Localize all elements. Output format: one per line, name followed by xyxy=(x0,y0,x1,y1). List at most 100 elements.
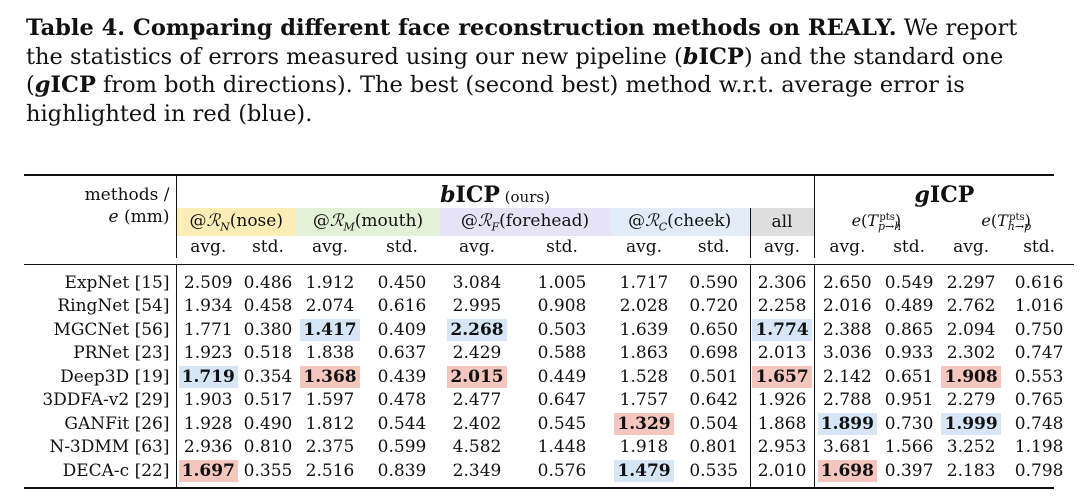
table-cell: 0.355 xyxy=(240,459,296,487)
cell-value: 2.936 xyxy=(183,437,233,458)
table-cell: 2.995 xyxy=(440,295,514,319)
cell-value: 1.912 xyxy=(305,272,355,293)
table-cell: 0.354 xyxy=(240,365,296,389)
table-cell: 1.934 xyxy=(175,294,240,318)
col-std-header: std. xyxy=(546,237,578,257)
cell-value: 1.719 xyxy=(178,365,238,388)
table-cell: 2.297 xyxy=(938,265,1004,295)
cell-value: 0.839 xyxy=(377,460,427,481)
cell-value: 1.005 xyxy=(537,272,587,293)
table-cell: 0.865 xyxy=(880,318,938,342)
table-cell: 2.028 xyxy=(610,295,678,319)
table-cell: 1.903 xyxy=(175,388,240,412)
cell-value: 1.999 xyxy=(941,412,1001,435)
cell-value: 3.681 xyxy=(823,437,872,458)
table-cell: 0.409 xyxy=(364,318,440,342)
table-cell: 2.477 xyxy=(440,389,514,413)
table-cell: 0.951 xyxy=(880,389,938,413)
cell-value: 2.094 xyxy=(946,319,996,340)
cell-value: 0.354 xyxy=(243,366,293,387)
table-cell: 2.279 xyxy=(938,389,1004,413)
cell-value: 2.297 xyxy=(946,272,996,293)
cell-value: 2.516 xyxy=(305,460,355,481)
table-cell: 3.252 xyxy=(938,436,1004,460)
caption-bicp-prefix: b xyxy=(682,43,699,70)
table-cell: 1.868 xyxy=(749,412,815,436)
table-cell: 0.647 xyxy=(514,389,610,413)
table-cell: 1.899 xyxy=(813,412,881,436)
cell-value: 2.258 xyxy=(757,296,807,317)
bicp-header-prefix: b xyxy=(440,182,456,208)
cell-value: 1.368 xyxy=(300,365,360,388)
table-cell: 2.016 xyxy=(813,294,881,318)
caption-text-3: from both directions). The best (second … xyxy=(26,72,965,127)
cell-value: 0.590 xyxy=(689,272,739,293)
cell-value: 0.908 xyxy=(537,296,587,317)
table-cell: 1.528 xyxy=(610,365,678,389)
table-cell: 1.774 xyxy=(749,318,815,342)
gicp-header: gICP xyxy=(813,176,1075,208)
cell-value: 0.748 xyxy=(1014,413,1064,434)
table-cell: 2.268 xyxy=(440,318,514,342)
cell-value: 2.762 xyxy=(946,296,996,317)
cell-value: 0.650 xyxy=(689,319,739,340)
table-cell: 2.650 xyxy=(813,265,881,295)
table-cell: 1.717 xyxy=(610,265,678,295)
col-avg-header: avg. xyxy=(175,236,240,258)
cell-value: 0.798 xyxy=(1014,460,1064,481)
col-std-header: std. xyxy=(893,237,926,257)
caption-bicp-main: ICP xyxy=(698,43,744,70)
cell-value: 3.252 xyxy=(946,437,996,458)
col-avg-header: avg. xyxy=(625,237,663,257)
cell-value: 1.899 xyxy=(817,412,877,435)
cell-value: 2.349 xyxy=(452,460,502,481)
table-cell: 1.928 xyxy=(175,412,240,436)
table-cell: 0.616 xyxy=(1004,265,1074,295)
table-row: GANFit [26] 1.928 0.490 1.812 0.544 2.402 0.54… xyxy=(24,412,1074,436)
gicp-header-main: ICP xyxy=(929,182,975,208)
cell-value: 0.490 xyxy=(243,413,293,434)
cell-value: 1.717 xyxy=(619,272,669,293)
cell-value: 0.642 xyxy=(689,390,739,411)
results-table: methods / e (mm) bICP (ours) gICP @ℛN(no… xyxy=(24,176,1075,487)
table-cell: 0.599 xyxy=(364,436,440,460)
table-row: PRNet [23] 1.923 0.518 1.838 0.637 2.429 0.588… xyxy=(24,341,1074,365)
cell-value: 0.535 xyxy=(689,460,739,481)
col-avg-header: avg. xyxy=(953,237,990,257)
cell-value: 2.402 xyxy=(452,413,502,434)
method-name: PRNet [23] xyxy=(73,343,170,364)
cell-value: 1.016 xyxy=(1014,296,1064,317)
table-cell: 1.417 xyxy=(296,318,364,342)
table-cell: 1.698 xyxy=(813,459,881,487)
table-cell: 1.597 xyxy=(296,389,364,413)
cell-value: 0.486 xyxy=(243,272,293,293)
caption-text-2: ) and the standard one ( xyxy=(26,43,1004,99)
cell-value: 1.926 xyxy=(757,390,807,411)
cell-value: 2.015 xyxy=(447,365,507,388)
table-cell: 0.380 xyxy=(240,318,296,342)
col-avg-header: avg. xyxy=(311,237,349,257)
table-cell: 0.720 xyxy=(678,295,750,319)
unit-label: (mm) xyxy=(118,207,170,227)
method-name: N-3DMM [63] xyxy=(49,437,170,458)
cell-value: 0.517 xyxy=(243,390,293,411)
region-all-header: all xyxy=(749,208,815,236)
cell-value: 2.375 xyxy=(305,437,355,458)
cell-value: 0.616 xyxy=(377,296,427,317)
cell-value: 2.388 xyxy=(823,319,872,340)
table-cell: 1.926 xyxy=(749,388,815,412)
table-cell: 0.450 xyxy=(364,265,440,295)
gicp-header-prefix: g xyxy=(914,182,930,208)
table-cell: 1.812 xyxy=(296,412,364,436)
table-cell: 1.697 xyxy=(175,459,240,487)
table-cell: 1.368 xyxy=(296,365,364,389)
table-cell: 0.839 xyxy=(364,459,440,487)
table-caption: Table 4. Comparing different face recons… xyxy=(26,14,1056,128)
table-cell: 1.657 xyxy=(749,365,815,389)
table-row: MGCNet [56] 1.771 0.380 1.417 0.409 2.268 0.50… xyxy=(24,318,1074,342)
col-std-header: std. xyxy=(252,237,284,257)
region-cheek-header: @ℛC(cheek) xyxy=(610,208,750,236)
cell-value: 1.774 xyxy=(752,318,812,341)
table-cell: 1.016 xyxy=(1004,295,1074,319)
gicp-h2p-header: e(Th→ppts) xyxy=(981,210,1032,234)
